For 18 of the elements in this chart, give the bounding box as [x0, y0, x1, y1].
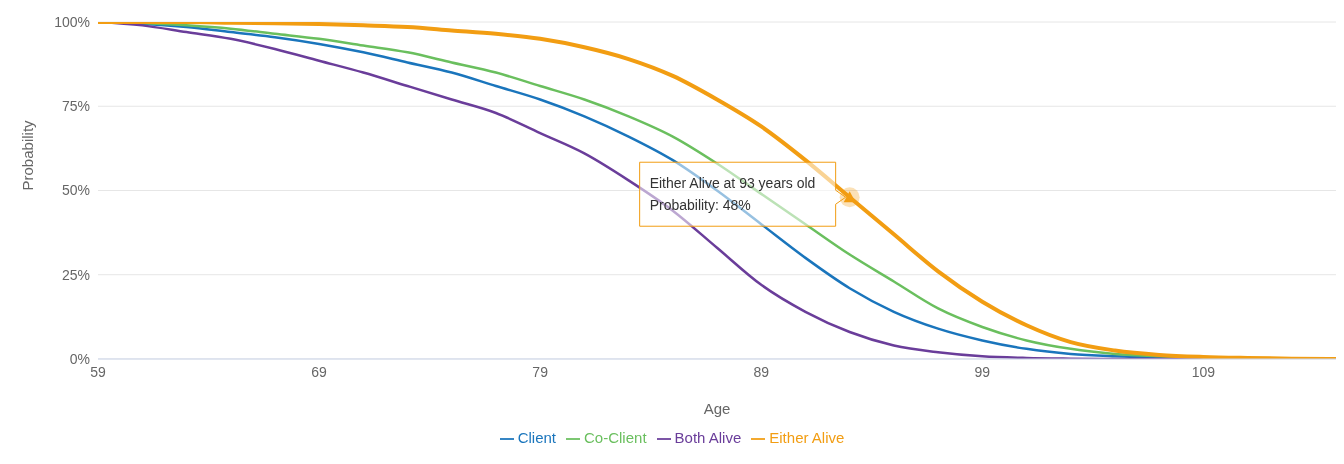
- legend-label: Both Alive: [674, 428, 742, 446]
- legend-label: Client: [517, 428, 557, 446]
- x-tick-label: 79: [532, 363, 549, 380]
- legend-label: Either Alive: [769, 428, 845, 446]
- x-tick-label: 109: [1191, 363, 1216, 380]
- x-tick-label: 59: [90, 363, 106, 380]
- x-tick-label: 99: [974, 363, 991, 380]
- y-tick-label: 0%: [69, 350, 90, 367]
- legend-label: Co-Client: [584, 428, 647, 446]
- x-axis-title: Age: [703, 399, 731, 417]
- y-axis-title: Probability: [19, 119, 37, 191]
- y-tick-label: 50%: [61, 182, 90, 199]
- x-tick-label: 89: [753, 363, 770, 380]
- y-tick-label: 100%: [54, 13, 90, 30]
- annotation: Either Alive at 93 years old Probability: 48%: [649, 175, 816, 214]
- y-tick-label: 75%: [61, 98, 90, 115]
- x-tick-label: 69: [311, 363, 328, 380]
- y-tick-label: 25%: [61, 266, 90, 283]
